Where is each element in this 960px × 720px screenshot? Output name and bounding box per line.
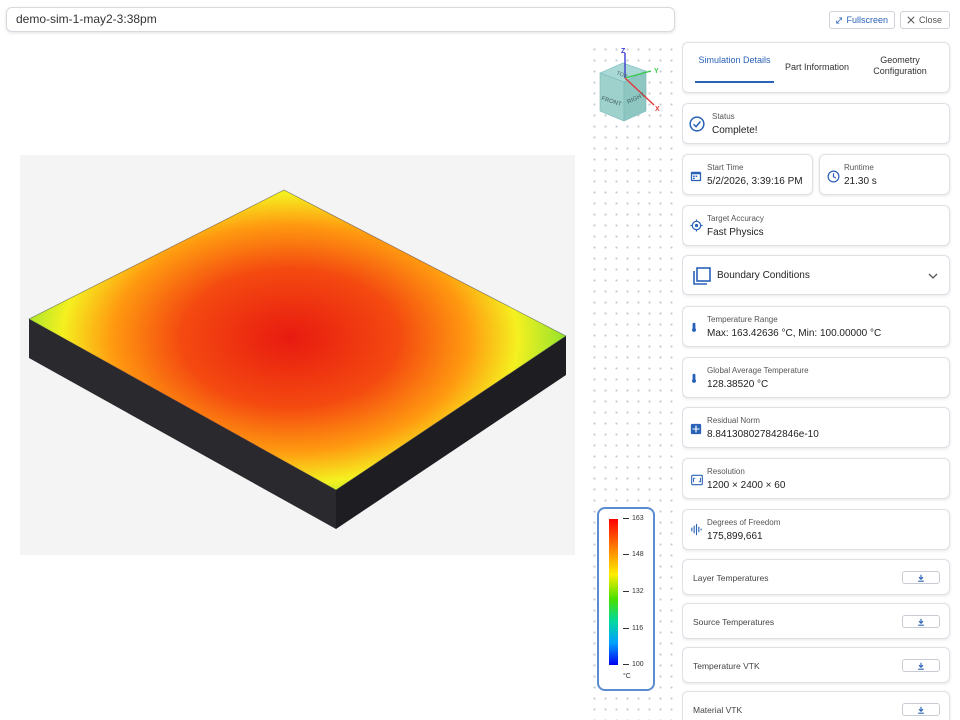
axis-z-label: Z <box>621 48 626 55</box>
legend-tick: 148 <box>623 551 653 558</box>
legend-unit: °C <box>623 673 631 680</box>
target-accuracy-value: Fast Physics <box>707 227 764 238</box>
cube-top-label: TOP <box>615 71 628 81</box>
degrees-of-freedom-card: Degrees of Freedom 175,899,661 <box>682 509 950 550</box>
temperature-range-card: Temperature Range Max: 163.42636 °C, Min… <box>682 306 950 347</box>
average-temperature-label: Global Average Temperature <box>707 366 809 375</box>
axis-x-label: X <box>655 106 660 113</box>
download-icon <box>918 574 924 582</box>
residual-norm-card: Residual Norm 8.841308027842846e-10 <box>682 407 950 448</box>
download-source-temperatures-button[interactable] <box>902 615 940 628</box>
close-button[interactable]: Close <box>900 11 950 29</box>
residual-norm-value: 8.841308027842846e-10 <box>707 429 819 440</box>
color-legend: 163 148 132 116 100 °C <box>597 507 655 691</box>
status-value: Complete! <box>712 125 758 136</box>
start-time-card: Start Time 5/2/2026, 3:39:16 PM <box>682 154 813 195</box>
legend-tick: 116 <box>623 625 653 632</box>
resolution-value: 1200 × 2400 × 60 <box>707 480 786 491</box>
runtime-card: Runtime 21.30 s <box>819 154 950 195</box>
average-temperature-card: Global Average Temperature 128.38520 °C <box>682 357 950 398</box>
temperature-vtk-label: Temperature VTK <box>693 661 760 671</box>
tab-geometry-configuration[interactable]: Geometry Configuration <box>873 55 927 76</box>
target-icon <box>690 219 703 232</box>
chevron-down-icon <box>928 273 938 279</box>
orientation-cube[interactable]: Z Y X TOP FRONT RIGHT <box>588 45 668 125</box>
tab-bar: Simulation Details Part Information Geom… <box>682 42 950 93</box>
average-temperature-value: 128.38520 °C <box>707 379 769 390</box>
status-card: Status Complete! <box>682 103 950 144</box>
target-accuracy-card: Target Accuracy Fast Physics <box>682 205 950 246</box>
layers-icon <box>693 267 711 285</box>
start-time-value: 5/2/2026, 3:39:16 PM <box>707 176 803 187</box>
status-label: Status <box>712 112 735 121</box>
resolution-label: Resolution <box>707 467 745 476</box>
temperature-plate-render <box>20 155 575 555</box>
thermometer-icon <box>692 373 696 383</box>
close-icon <box>907 16 915 24</box>
fullscreen-label: Fullscreen <box>846 15 888 25</box>
source-temperatures-card: Source Temperatures <box>682 603 950 639</box>
active-tab-indicator <box>695 81 774 83</box>
legend-tick: 132 <box>623 588 653 595</box>
waveform-icon <box>691 523 702 536</box>
tab-part-information[interactable]: Part Information <box>784 62 850 72</box>
temperature-vtk-card: Temperature VTK <box>682 647 950 683</box>
material-vtk-card: Material VTK <box>682 691 950 720</box>
layer-temperatures-card: Layer Temperatures <box>682 559 950 595</box>
aspect-ratio-icon <box>691 474 703 486</box>
source-temperatures-label: Source Temperatures <box>693 617 775 627</box>
degrees-of-freedom-label: Degrees of Freedom <box>707 518 781 527</box>
download-material-vtk-button[interactable] <box>902 703 940 716</box>
details-panel: Simulation Details Part Information Geom… <box>682 40 952 720</box>
grid-table-icon <box>690 423 702 435</box>
degrees-of-freedom-value: 175,899,661 <box>707 531 763 542</box>
download-layer-temperatures-button[interactable] <box>902 571 940 584</box>
expand-icon <box>836 17 843 23</box>
view-cube-icon: Z Y X TOP FRONT RIGHT <box>599 48 660 122</box>
close-label: Close <box>919 15 943 25</box>
plate-front-face <box>29 319 336 529</box>
axis-y-label: Y <box>654 68 659 75</box>
legend-color-bar <box>609 519 618 665</box>
calendar-icon <box>690 171 702 182</box>
download-icon <box>918 618 924 626</box>
boundary-conditions-accordion[interactable]: Boundary Conditions <box>682 255 950 295</box>
temperature-range-label: Temperature Range <box>707 315 778 324</box>
runtime-label: Runtime <box>844 163 874 172</box>
3d-viewport[interactable] <box>0 40 585 720</box>
download-temperature-vtk-button[interactable] <box>902 659 940 672</box>
target-accuracy-label: Target Accuracy <box>707 214 764 223</box>
start-time-label: Start Time <box>707 163 744 172</box>
fullscreen-button[interactable]: Fullscreen <box>829 11 895 29</box>
runtime-value: 21.30 s <box>844 176 877 187</box>
tab-simulation-details[interactable]: Simulation Details <box>698 55 771 65</box>
download-icon <box>918 662 924 670</box>
temperature-range-value: Max: 163.42636 °C, Min: 100.00000 °C <box>707 328 882 339</box>
plate-right-face <box>336 336 566 529</box>
clock-icon <box>827 170 840 183</box>
download-icon <box>918 706 924 714</box>
boundary-conditions-label: Boundary Conditions <box>717 270 810 281</box>
legend-tick: 163 <box>623 515 653 522</box>
layer-temperatures-label: Layer Temperatures <box>693 573 769 583</box>
check-circle-icon <box>689 116 705 132</box>
material-vtk-label: Material VTK <box>693 705 743 715</box>
legend-tick: 100 <box>623 661 653 668</box>
resolution-card: Resolution 1200 × 2400 × 60 <box>682 458 950 499</box>
simulation-title: demo-sim-1-may2-3:38pm <box>6 7 675 32</box>
thermometer-icon <box>692 322 696 332</box>
residual-norm-label: Residual Norm <box>707 416 760 425</box>
